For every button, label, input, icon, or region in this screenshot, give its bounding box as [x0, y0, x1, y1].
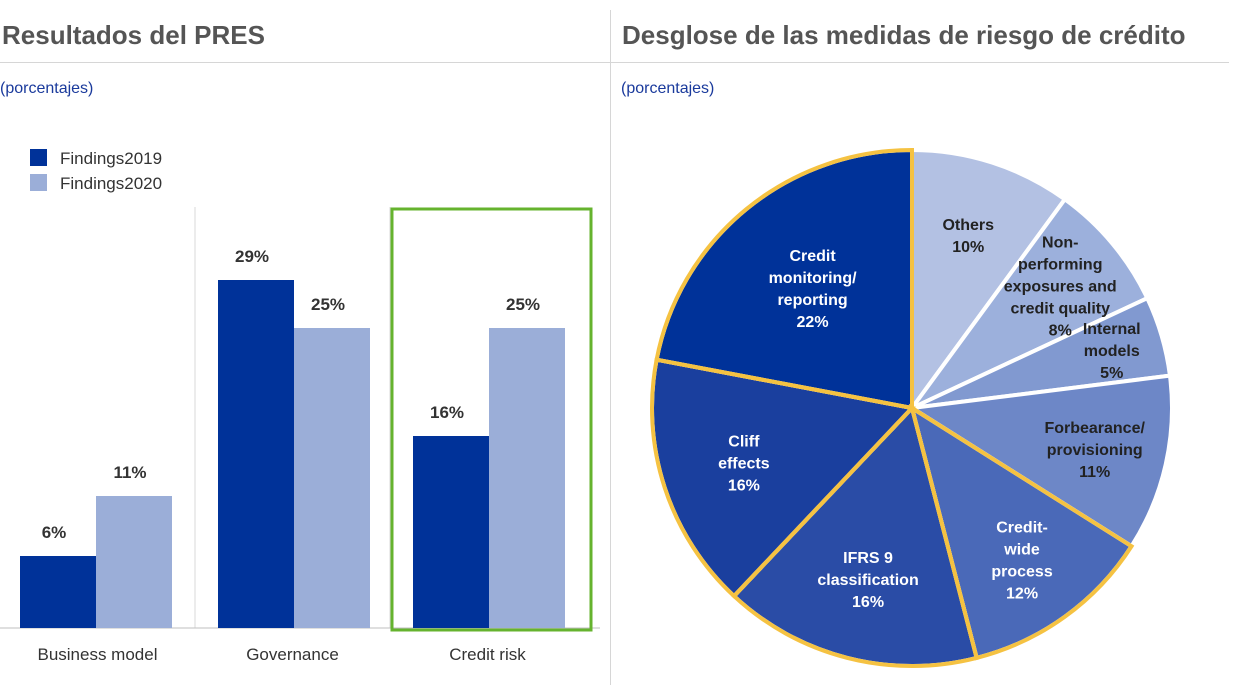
slice-label-line: 10% — [952, 239, 984, 256]
slice-label-line: IFRS 9 — [843, 550, 893, 567]
slice-label-line: Forbearance/ — [1044, 420, 1145, 437]
slice-label-line: 11% — [1079, 464, 1110, 481]
slice-label-line: Internal — [1083, 321, 1141, 338]
slice-label: Forbearance/provisioning 11% — [1044, 420, 1145, 481]
slice-label-line: 8% — [1049, 322, 1072, 339]
slice-label-line: reporting — [777, 292, 847, 309]
data-label: 6% — [42, 523, 67, 542]
slice-label: Internal models 5% — [1083, 321, 1141, 382]
data-label: 25% — [311, 295, 345, 314]
pie-slice-highlight — [731, 404, 980, 668]
slice-label: Credit-wide process 12% — [991, 519, 1052, 602]
data-label: 29% — [235, 247, 269, 266]
bar — [413, 436, 489, 628]
pie-slice — [910, 196, 1150, 410]
slice-label-line: monitoring/ — [769, 270, 858, 287]
slice-label-line: effects — [718, 456, 770, 473]
highlight-box — [390, 207, 593, 632]
legend-swatch — [30, 149, 47, 166]
slice-label-line: Cliff — [728, 434, 760, 451]
slice-label-line: performing — [1018, 256, 1102, 273]
legend-label: Findings2019 — [60, 149, 162, 168]
slice-label-line: 16% — [852, 594, 884, 611]
panel-divider — [610, 10, 611, 685]
slice-label-line: models — [1084, 343, 1140, 360]
bar — [20, 556, 96, 628]
slice-label-line: 5% — [1100, 365, 1123, 382]
bar — [294, 328, 370, 628]
slice-label-line: Credit — [789, 248, 836, 265]
slice-label-line: 12% — [1006, 585, 1038, 602]
bar-chart-title: Resultados del PRES — [2, 20, 265, 50]
legend-label: Findings2020 — [60, 174, 162, 193]
pie-chart-subtitle: (porcentajes) — [621, 80, 715, 97]
slice-label-line: process — [991, 563, 1052, 580]
slice-label: Cliff effects 16% — [718, 434, 770, 495]
slice-label-line: wide — [1003, 541, 1040, 558]
slice-label-line: credit quality — [1010, 300, 1110, 317]
x-tick-label: Governance — [246, 645, 339, 664]
data-label: 25% — [506, 295, 540, 314]
x-tick-label: Business model — [37, 645, 157, 664]
bar — [96, 496, 172, 628]
bar-chart-subtitle: (porcentajes) — [0, 80, 94, 97]
pie-slice-highlight — [908, 403, 1135, 661]
pie-slice — [910, 147, 1068, 415]
slice-label-line: exposures and — [1004, 278, 1117, 295]
data-label: 11% — [113, 463, 146, 482]
title-rule — [0, 62, 610, 63]
right-panel: Desglose de las medidas de riesgo de cré… — [611, 0, 1240, 685]
data-label: 16% — [430, 403, 464, 422]
x-tick-label: Credit risk — [449, 645, 526, 664]
left-panel: Resultados del PRES (porcentajes) Findin… — [0, 0, 610, 685]
slice-label-line: classification — [817, 572, 918, 589]
title-rule — [611, 62, 1229, 63]
slice-label-line: Credit- — [996, 519, 1048, 536]
bar — [218, 280, 294, 628]
slice-label: Credit monitoring/reporting 22% — [769, 248, 858, 331]
pie-slice-highlight — [654, 147, 914, 411]
slice-label-line: provisioning — [1047, 442, 1143, 459]
slice-label-line: Others — [942, 217, 994, 234]
slice-label: Others 10% — [942, 217, 994, 256]
pie-chart-title: Desglose de las medidas de riesgo de cré… — [622, 20, 1186, 50]
bar — [489, 328, 565, 628]
pie-chart: Others 10% Non-performing exposures and cred… — [650, 147, 1174, 668]
slice-label: Non-performing exposures and credit qualit… — [1004, 234, 1117, 339]
slice-label-line: 16% — [728, 478, 760, 495]
slice-label-line: Non- — [1042, 234, 1078, 251]
pie-slice-highlight — [650, 357, 916, 599]
pie-slice — [906, 373, 1174, 549]
legend-swatch — [30, 174, 47, 191]
bar-chart: Findings2019 Findings2020 6% 11% Business mo… — [0, 149, 600, 664]
slice-label-line: 22% — [797, 314, 829, 331]
slice-label: IFRS 9 classification 16% — [817, 550, 918, 611]
